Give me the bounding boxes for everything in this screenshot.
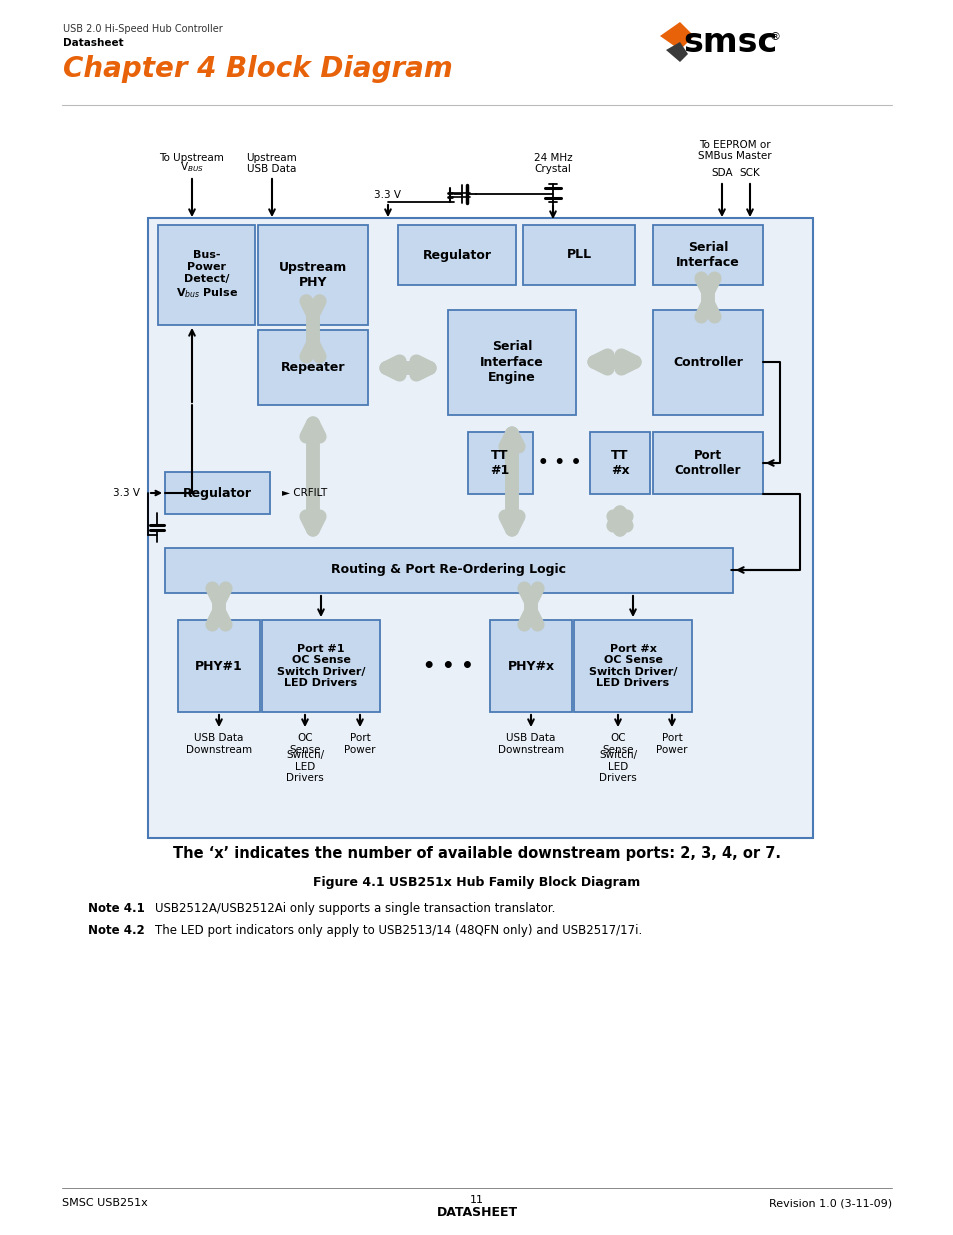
Text: 24 MHz: 24 MHz	[533, 153, 572, 163]
Text: USB Data: USB Data	[247, 164, 296, 174]
Text: SDA: SDA	[710, 168, 732, 178]
Text: The LED port indicators only apply to USB2513/14 (48QFN only) and USB2517/17i.: The LED port indicators only apply to US…	[154, 924, 641, 937]
Text: Upstream: Upstream	[247, 153, 297, 163]
Text: Switch/
LED
Drivers: Switch/ LED Drivers	[286, 750, 324, 783]
FancyBboxPatch shape	[652, 310, 762, 415]
Text: Regulator: Regulator	[422, 248, 491, 262]
Text: USB Data
Downstream: USB Data Downstream	[186, 734, 252, 755]
Text: 3.3 V: 3.3 V	[375, 190, 401, 200]
Text: Port
Controller: Port Controller	[674, 450, 740, 477]
FancyBboxPatch shape	[652, 225, 762, 285]
FancyBboxPatch shape	[589, 432, 649, 494]
Text: Routing & Port Re-Ordering Logic: Routing & Port Re-Ordering Logic	[331, 563, 566, 577]
FancyBboxPatch shape	[397, 225, 516, 285]
FancyBboxPatch shape	[468, 432, 533, 494]
Text: TT
#x: TT #x	[610, 450, 629, 477]
Text: Crystal: Crystal	[534, 164, 571, 174]
Text: SCK: SCK	[739, 168, 760, 178]
FancyBboxPatch shape	[257, 330, 368, 405]
Polygon shape	[659, 22, 693, 49]
FancyBboxPatch shape	[448, 310, 576, 415]
Text: DATASHEET: DATASHEET	[436, 1207, 517, 1219]
FancyBboxPatch shape	[165, 548, 732, 593]
Polygon shape	[665, 42, 687, 62]
Text: TT
#1: TT #1	[490, 450, 509, 477]
Text: PHY#x: PHY#x	[507, 659, 554, 673]
Text: V$_{BUS}$: V$_{BUS}$	[180, 161, 204, 174]
Text: 11: 11	[470, 1195, 483, 1205]
Text: Port #1
OC Sense
Switch Driver/
LED Drivers: Port #1 OC Sense Switch Driver/ LED Driv…	[276, 643, 365, 688]
Text: USB2512A/USB2512Ai only supports a single transaction translator.: USB2512A/USB2512Ai only supports a singl…	[154, 902, 555, 915]
Text: Port
Power: Port Power	[656, 734, 687, 755]
Text: USB Data
Downstream: USB Data Downstream	[497, 734, 563, 755]
FancyBboxPatch shape	[257, 225, 368, 325]
FancyBboxPatch shape	[574, 620, 691, 713]
Text: Note 4.1: Note 4.1	[88, 902, 145, 915]
Text: To EEPROM or: To EEPROM or	[699, 140, 770, 149]
Text: Revision 1.0 (3-11-09): Revision 1.0 (3-11-09)	[768, 1198, 891, 1208]
Text: Serial
Interface: Serial Interface	[676, 241, 740, 269]
Text: Note 4.2: Note 4.2	[88, 924, 145, 937]
FancyBboxPatch shape	[490, 620, 572, 713]
Text: To Upstream: To Upstream	[159, 153, 224, 163]
Text: Bus-
Power
Detect/
V$_{bus}$ Pulse: Bus- Power Detect/ V$_{bus}$ Pulse	[175, 251, 238, 300]
Text: 3.3 V: 3.3 V	[112, 488, 140, 498]
Text: smsc: smsc	[682, 26, 777, 58]
Text: ► CRFILT: ► CRFILT	[282, 488, 327, 498]
Text: USB 2.0 Hi-Speed Hub Controller: USB 2.0 Hi-Speed Hub Controller	[63, 23, 222, 35]
FancyBboxPatch shape	[262, 620, 379, 713]
FancyBboxPatch shape	[158, 225, 254, 325]
Text: The ‘x’ indicates the number of available downstream ports: 2, 3, 4, or 7.: The ‘x’ indicates the number of availabl…	[172, 846, 781, 861]
Text: • • •: • • •	[422, 657, 473, 676]
Text: Serial
Interface
Engine: Serial Interface Engine	[479, 341, 543, 384]
FancyBboxPatch shape	[178, 620, 260, 713]
Text: Datasheet: Datasheet	[63, 38, 124, 48]
Text: Figure 4.1 USB251x Hub Family Block Diagram: Figure 4.1 USB251x Hub Family Block Diag…	[313, 876, 640, 889]
Text: ®: ®	[769, 32, 781, 42]
Text: SMSC USB251x: SMSC USB251x	[62, 1198, 148, 1208]
Text: SMBus Master: SMBus Master	[698, 151, 771, 161]
Text: PLL: PLL	[566, 248, 591, 262]
Text: Chapter 4 Block Diagram: Chapter 4 Block Diagram	[63, 56, 453, 83]
Text: Regulator: Regulator	[182, 487, 252, 499]
Text: Controller: Controller	[673, 356, 742, 368]
Text: PHY#1: PHY#1	[195, 659, 243, 673]
Text: Port
Power: Port Power	[344, 734, 375, 755]
FancyBboxPatch shape	[165, 472, 270, 514]
Text: OC
Sense: OC Sense	[601, 734, 633, 755]
Text: Switch/
LED
Drivers: Switch/ LED Drivers	[598, 750, 637, 783]
Text: OC
Sense: OC Sense	[289, 734, 320, 755]
Text: Port #x
OC Sense
Switch Driver/
LED Drivers: Port #x OC Sense Switch Driver/ LED Driv…	[588, 643, 677, 688]
Text: • • •: • • •	[537, 454, 581, 472]
Text: Repeater: Repeater	[280, 362, 345, 374]
FancyBboxPatch shape	[148, 219, 812, 839]
FancyBboxPatch shape	[652, 432, 762, 494]
Text: Upstream
PHY: Upstream PHY	[278, 261, 347, 289]
FancyBboxPatch shape	[522, 225, 635, 285]
